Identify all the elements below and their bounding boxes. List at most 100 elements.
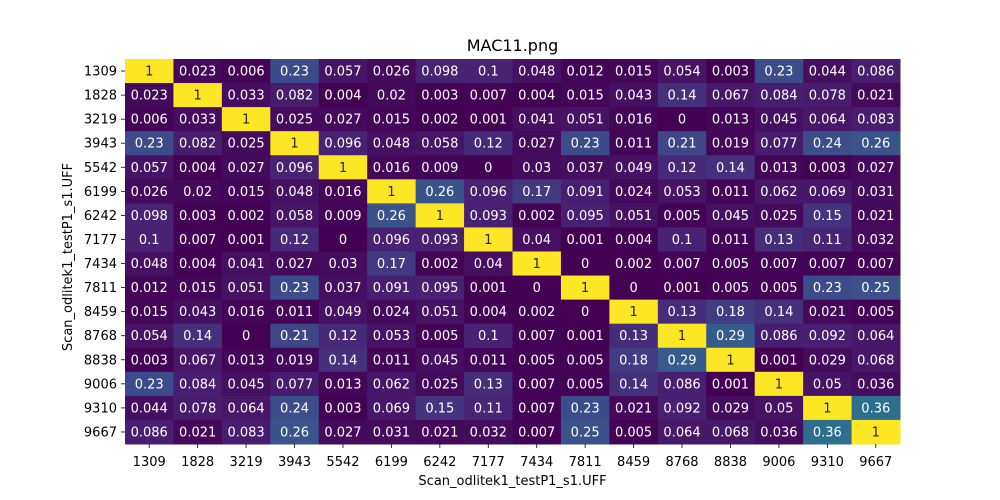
cell-value-label: 0.04 bbox=[522, 233, 551, 248]
cell-value-label: 0.007 bbox=[470, 89, 507, 104]
cell-value-label: 0.013 bbox=[712, 113, 749, 128]
cell-value-label: 0.069 bbox=[373, 401, 410, 416]
cell-value-label: 0.05 bbox=[813, 377, 842, 392]
heatmap-cell bbox=[367, 179, 417, 204]
cell-value-label: 0.078 bbox=[809, 89, 846, 104]
cell-value-label: 0.003 bbox=[712, 65, 749, 80]
heatmap-cell bbox=[221, 83, 271, 108]
heatmap-cell bbox=[706, 419, 756, 445]
cell-value-label: 1 bbox=[194, 89, 202, 104]
heatmap-cell bbox=[221, 395, 271, 421]
cell-value-label: 0.084 bbox=[179, 377, 216, 392]
heatmap-cell bbox=[221, 131, 271, 156]
heatmap-cell bbox=[560, 227, 610, 252]
heatmap-cell bbox=[512, 275, 562, 301]
cell-value-label: 0.015 bbox=[373, 113, 410, 128]
heatmap-cell bbox=[415, 107, 465, 132]
cell-value-label: 0.095 bbox=[567, 209, 604, 224]
x-tick-label: 3943 bbox=[278, 455, 311, 470]
heatmap-cell bbox=[318, 299, 368, 325]
y-tick-label: 7811 bbox=[84, 281, 117, 296]
cell-value-label: 0.016 bbox=[324, 185, 361, 200]
cell-value-label: 0.021 bbox=[421, 425, 458, 440]
heatmap-cell bbox=[754, 107, 804, 132]
cell-value-label: 0.029 bbox=[809, 353, 846, 368]
heatmap-cell bbox=[318, 107, 368, 132]
heatmap-cell bbox=[657, 347, 707, 373]
heatmap-cell bbox=[221, 299, 271, 325]
cell-value-label: 0.23 bbox=[571, 401, 600, 416]
cell-value-label: 1 bbox=[872, 425, 880, 440]
heatmap-cell bbox=[803, 179, 853, 204]
heatmap-cell bbox=[657, 323, 707, 349]
heatmap-cell bbox=[560, 275, 610, 301]
cell-value-label: 0.064 bbox=[663, 425, 700, 440]
heatmap-cell bbox=[706, 395, 756, 421]
heatmap-cell bbox=[318, 227, 368, 252]
cell-value-label: 1 bbox=[242, 113, 250, 128]
cell-value-label: 0.096 bbox=[470, 185, 507, 200]
cell-value-label: 0.084 bbox=[760, 89, 797, 104]
heatmap-cell bbox=[512, 179, 562, 204]
y-tick-label: 6242 bbox=[84, 209, 117, 224]
heatmap-cell bbox=[125, 251, 174, 277]
heatmap-cell bbox=[125, 59, 174, 84]
cell-value-label: 0.027 bbox=[324, 113, 361, 128]
cell-value-label: 0.012 bbox=[131, 281, 168, 296]
cell-value-label: 0.051 bbox=[227, 281, 264, 296]
heatmap-cell bbox=[851, 131, 901, 156]
cell-value-label: 0.21 bbox=[668, 137, 697, 152]
heatmap-cell bbox=[609, 155, 659, 180]
cell-value-label: 0.092 bbox=[663, 401, 700, 416]
cell-value-label: 0.011 bbox=[615, 137, 652, 152]
cell-value-label: 0 bbox=[629, 281, 637, 296]
cell-value-label: 0.045 bbox=[760, 113, 797, 128]
heatmap-cell bbox=[512, 299, 562, 325]
heatmap-cell bbox=[464, 131, 513, 156]
heatmap-cell bbox=[754, 83, 804, 108]
heatmap-cell bbox=[318, 83, 368, 108]
heatmap-cell bbox=[851, 419, 901, 445]
cell-value-label: 0.011 bbox=[712, 185, 749, 200]
heatmap-cell bbox=[415, 371, 465, 397]
cell-value-label: 0.21 bbox=[280, 329, 309, 344]
cell-value-label: 0.002 bbox=[227, 209, 264, 224]
cell-value-label: 0.044 bbox=[131, 401, 168, 416]
cell-value-label: 0.25 bbox=[861, 281, 890, 296]
cell-value-label: 0.077 bbox=[760, 137, 797, 152]
cell-value-label: 0.003 bbox=[421, 89, 458, 104]
heatmap-cell bbox=[125, 419, 174, 445]
cell-value-label: 0.096 bbox=[276, 161, 313, 176]
heatmap-cell bbox=[609, 131, 659, 156]
cell-value-label: 0.051 bbox=[615, 209, 652, 224]
heatmap-cell bbox=[270, 203, 320, 228]
heatmap-cell bbox=[125, 227, 174, 252]
cell-value-label: 0.007 bbox=[518, 329, 555, 344]
cell-value-label: 0 bbox=[533, 281, 541, 296]
cell-value-label: 0.29 bbox=[668, 353, 697, 368]
cell-value-label: 0.02 bbox=[377, 89, 406, 104]
cell-value-label: 0.025 bbox=[421, 377, 458, 392]
cell-value-label: 0.12 bbox=[668, 161, 697, 176]
heatmap-cell bbox=[754, 251, 804, 277]
heatmap-cell bbox=[125, 299, 174, 325]
cell-value-label: 0.086 bbox=[663, 377, 700, 392]
cell-value-label: 0.023 bbox=[179, 65, 216, 80]
heatmap-cell bbox=[173, 371, 223, 397]
cell-value-label: 0.048 bbox=[518, 65, 555, 80]
cell-value-label: 0.036 bbox=[857, 377, 894, 392]
cell-value-label: 0.004 bbox=[179, 257, 216, 272]
cell-value-label: 0.021 bbox=[615, 401, 652, 416]
heatmap-cell bbox=[803, 83, 853, 108]
heatmap-cell bbox=[512, 251, 562, 277]
cell-value-label: 0.14 bbox=[619, 377, 648, 392]
cell-value-label: 0.26 bbox=[280, 425, 309, 440]
cell-value-label: 0.005 bbox=[712, 281, 749, 296]
heatmap-cell bbox=[706, 203, 756, 228]
cell-value-label: 0.005 bbox=[712, 257, 749, 272]
heatmap-cell bbox=[851, 347, 901, 373]
y-tick-label: 8459 bbox=[84, 305, 117, 320]
heatmap-cell bbox=[464, 347, 513, 373]
heatmap-cell bbox=[125, 275, 174, 301]
heatmap-cell bbox=[560, 251, 610, 277]
